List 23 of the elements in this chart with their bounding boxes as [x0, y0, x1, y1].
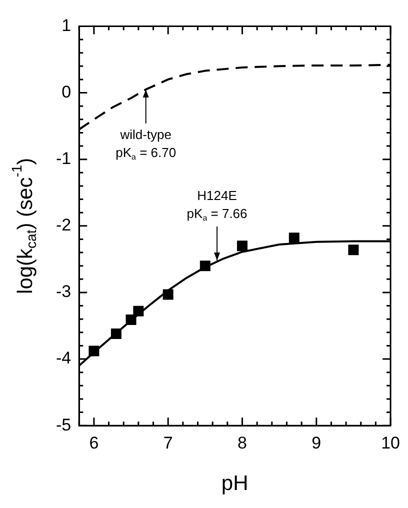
x-tick-label: 6 [89, 433, 99, 452]
y-tick-label: -5 [56, 415, 72, 434]
x-tick-label: 9 [312, 433, 322, 452]
x-tick-label: 8 [238, 433, 247, 452]
y-tick-label: -2 [56, 216, 72, 235]
point [88, 346, 100, 356]
y-tick-label: -4 [56, 348, 72, 368]
y-axis-title: log(kcat) (sec-1) [8, 158, 40, 294]
x-axis-title: pH [221, 472, 248, 495]
y-tick-label: -1 [56, 149, 72, 168]
point [110, 328, 122, 339]
y-tick-label: 0 [62, 82, 72, 102]
point [162, 289, 174, 300]
point [237, 240, 248, 252]
point [133, 306, 144, 316]
point [348, 244, 359, 256]
point [288, 232, 300, 244]
x-tick-label: 7 [163, 433, 173, 452]
point [126, 314, 136, 325]
y-tick-label: -3 [56, 282, 72, 302]
x-tick-label: 10 [381, 433, 400, 452]
y-tick-label: 1 [62, 16, 72, 35]
point [200, 260, 210, 272]
